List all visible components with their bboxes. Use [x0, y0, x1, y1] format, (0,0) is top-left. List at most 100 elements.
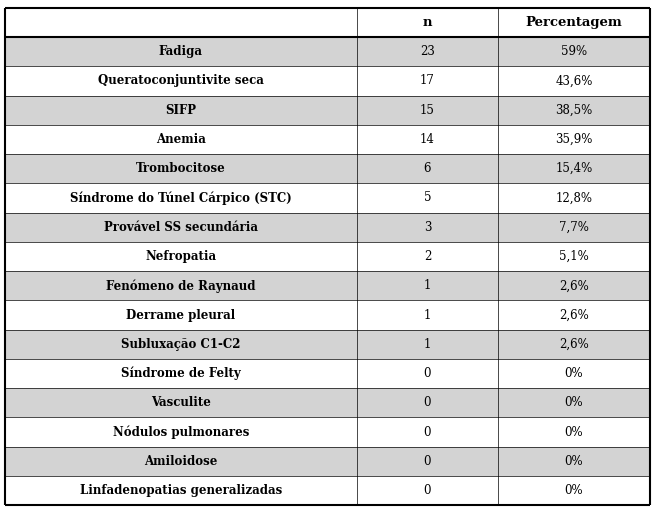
Bar [498, 476, 650, 505]
Text: 15,4%: 15,4% [555, 162, 593, 175]
Text: 0%: 0% [565, 455, 584, 468]
Text: 1: 1 [424, 308, 431, 322]
Bar [5, 183, 356, 212]
Bar [498, 95, 650, 125]
Bar [356, 301, 498, 330]
Bar [5, 37, 356, 66]
Text: 7,7%: 7,7% [559, 221, 589, 234]
Bar [356, 8, 498, 37]
Text: 0: 0 [424, 455, 431, 468]
Bar [5, 476, 356, 505]
Bar [498, 212, 650, 242]
Bar [498, 154, 650, 183]
Bar [498, 271, 650, 301]
Bar [5, 359, 356, 388]
Text: 6: 6 [424, 162, 431, 175]
Text: Anemia: Anemia [156, 133, 206, 146]
Bar [356, 418, 498, 447]
Text: Queratoconjuntivite seca: Queratoconjuntivite seca [98, 74, 264, 87]
Bar [356, 95, 498, 125]
Text: 0%: 0% [565, 426, 584, 439]
Text: Fadiga: Fadiga [159, 45, 203, 58]
Bar [356, 37, 498, 66]
Bar [498, 66, 650, 95]
Text: 12,8%: 12,8% [555, 191, 593, 205]
Bar [498, 8, 650, 37]
Bar [498, 447, 650, 476]
Text: 0%: 0% [565, 484, 584, 497]
Text: 0%: 0% [565, 367, 584, 380]
Bar [498, 242, 650, 271]
Text: SIFP: SIFP [165, 104, 196, 116]
Text: 5: 5 [424, 191, 431, 205]
Text: 2,6%: 2,6% [559, 279, 589, 292]
Bar [5, 154, 356, 183]
Text: Percentagem: Percentagem [526, 16, 622, 29]
Text: 14: 14 [420, 133, 435, 146]
Text: Fenómeno de Raynaud: Fenómeno de Raynaud [106, 279, 255, 292]
Text: 3: 3 [424, 221, 431, 234]
Text: 17: 17 [420, 74, 435, 87]
Text: Síndrome do Túnel Cárpico (STC): Síndrome do Túnel Cárpico (STC) [70, 191, 291, 205]
Bar [356, 359, 498, 388]
Bar [498, 301, 650, 330]
Text: 0%: 0% [565, 397, 584, 409]
Bar [5, 388, 356, 418]
Bar [356, 154, 498, 183]
Bar [498, 388, 650, 418]
Text: n: n [422, 16, 432, 29]
Bar [498, 37, 650, 66]
Bar [5, 212, 356, 242]
Text: 38,5%: 38,5% [555, 104, 593, 116]
Bar [498, 359, 650, 388]
Bar [5, 125, 356, 154]
Text: 0: 0 [424, 484, 431, 497]
Bar [356, 183, 498, 212]
Bar [356, 388, 498, 418]
Text: 0: 0 [424, 397, 431, 409]
Bar [498, 183, 650, 212]
Bar [356, 447, 498, 476]
Bar [356, 476, 498, 505]
Bar [5, 242, 356, 271]
Text: 0: 0 [424, 426, 431, 439]
Bar [356, 66, 498, 95]
Bar [5, 418, 356, 447]
Text: Trombocitose: Trombocitose [136, 162, 226, 175]
Bar [498, 125, 650, 154]
Text: Nefropatia: Nefropatia [145, 250, 216, 263]
Text: 1: 1 [424, 338, 431, 351]
Text: 0: 0 [424, 367, 431, 380]
Text: Provável SS secundária: Provável SS secundária [104, 221, 258, 234]
Bar [5, 8, 356, 37]
Text: Derrame pleural: Derrame pleural [126, 308, 235, 322]
Bar [5, 95, 356, 125]
Bar [5, 447, 356, 476]
Text: 2,6%: 2,6% [559, 308, 589, 322]
Bar [498, 330, 650, 359]
Text: 2,6%: 2,6% [559, 338, 589, 351]
Text: 23: 23 [420, 45, 435, 58]
Text: Amiloidose: Amiloidose [144, 455, 217, 468]
Text: Síndrome de Felty: Síndrome de Felty [121, 367, 241, 380]
Text: 2: 2 [424, 250, 431, 263]
Text: Linfadenopatias generalizadas: Linfadenopatias generalizadas [80, 484, 282, 497]
Bar [356, 242, 498, 271]
Text: 35,9%: 35,9% [555, 133, 593, 146]
Bar [356, 330, 498, 359]
Bar [356, 271, 498, 301]
Text: 5,1%: 5,1% [559, 250, 589, 263]
Bar [5, 66, 356, 95]
Text: Subluxação C1-C2: Subluxação C1-C2 [121, 338, 240, 351]
Text: 1: 1 [424, 279, 431, 292]
Text: Vasculite: Vasculite [151, 397, 211, 409]
Text: 15: 15 [420, 104, 435, 116]
Bar [356, 125, 498, 154]
Text: 43,6%: 43,6% [555, 74, 593, 87]
Bar [5, 271, 356, 301]
Bar [5, 330, 356, 359]
Bar [498, 418, 650, 447]
Text: 59%: 59% [561, 45, 587, 58]
Bar [5, 301, 356, 330]
Text: Nódulos pulmonares: Nódulos pulmonares [113, 425, 249, 439]
